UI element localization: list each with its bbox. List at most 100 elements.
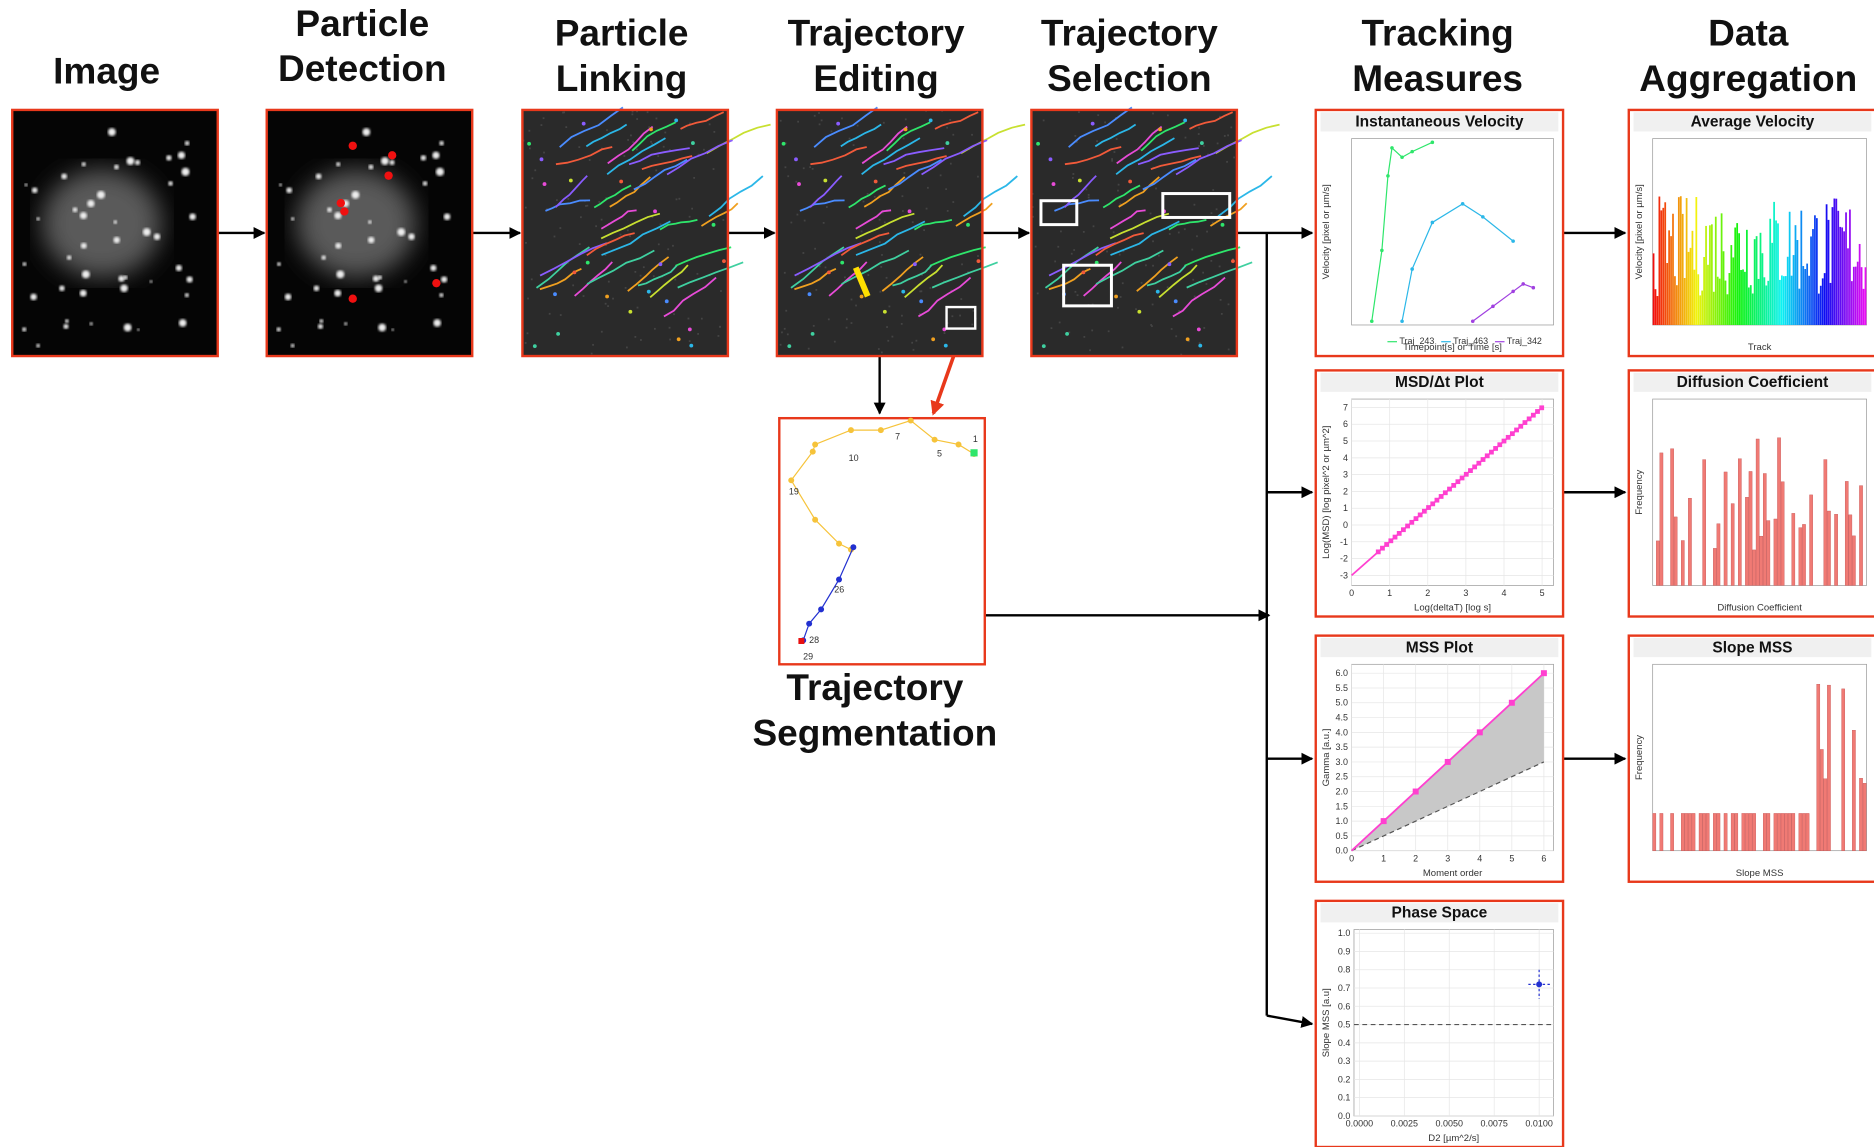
- y-tick-label: 3: [1343, 470, 1348, 480]
- histogram-bar: [1853, 267, 1855, 325]
- particle: [1231, 259, 1235, 263]
- spot: [178, 152, 185, 159]
- y-tick-label: 0.2: [1338, 1074, 1350, 1084]
- noise: [674, 279, 676, 281]
- histogram-bar: [1732, 257, 1734, 325]
- noise: [527, 332, 529, 334]
- histogram-bar: [1837, 211, 1839, 325]
- noise: [883, 122, 885, 124]
- y-tick-label: 1.0: [1338, 928, 1350, 938]
- noise: [977, 176, 979, 178]
- noise: [884, 221, 886, 223]
- y-tick-label: 0.0: [1338, 1111, 1350, 1121]
- msd-point: [1418, 513, 1423, 518]
- noise: [563, 111, 565, 113]
- noise: [946, 127, 948, 129]
- histogram-bar: [1697, 274, 1699, 325]
- legend-label: Traj_342: [1507, 336, 1542, 346]
- y-axis-label: Frequency: [1634, 469, 1645, 514]
- noise: [688, 318, 690, 320]
- histogram-bar: [1800, 211, 1802, 325]
- spot: [436, 168, 444, 176]
- msd-point: [1464, 472, 1469, 477]
- segment-label: 1: [973, 434, 978, 444]
- noise: [1051, 327, 1053, 329]
- segment-point: [806, 621, 812, 627]
- noise: [1178, 232, 1180, 234]
- histogram-bar: [1711, 224, 1713, 325]
- histogram-bar: [1664, 202, 1666, 325]
- particle: [649, 127, 653, 131]
- noise: [1059, 322, 1061, 324]
- plot-title: Average Velocity: [1691, 114, 1815, 131]
- velocity-point: [1410, 267, 1414, 271]
- noise: [826, 206, 828, 208]
- particle: [944, 344, 948, 348]
- spot: [336, 270, 344, 278]
- particle: [919, 299, 923, 303]
- noise: [636, 149, 638, 151]
- y-tick-label: 0.0: [1336, 846, 1348, 856]
- noise: [595, 225, 597, 227]
- velocity-point: [1521, 282, 1525, 286]
- histogram-bar: [1789, 212, 1791, 325]
- msd-point: [1497, 442, 1502, 447]
- particle: [605, 295, 609, 299]
- segment-point: [810, 449, 816, 455]
- histogram-bar: [1777, 813, 1780, 850]
- histogram-bar: [1763, 813, 1766, 850]
- msd-point: [1414, 516, 1419, 521]
- histogram-bar: [1783, 276, 1785, 325]
- noise: [971, 324, 973, 326]
- spot: [277, 327, 281, 331]
- histogram-bar: [1859, 244, 1861, 325]
- noise: [889, 306, 891, 308]
- particle: [556, 332, 560, 336]
- particle: [1036, 142, 1040, 146]
- particle: [1186, 337, 1190, 341]
- y-tick-label: -3: [1340, 570, 1348, 580]
- noise: [804, 220, 806, 222]
- histogram-bar: [1841, 227, 1843, 325]
- velocity-point: [1471, 319, 1475, 323]
- noise: [1035, 246, 1037, 248]
- noise: [828, 318, 830, 320]
- histogram-bar: [1852, 536, 1855, 586]
- histogram-bar: [1703, 257, 1705, 325]
- histogram-bar: [1788, 813, 1791, 850]
- noise: [1151, 325, 1153, 327]
- velocity-point: [1380, 249, 1384, 253]
- spot: [279, 183, 282, 186]
- noise: [1171, 328, 1173, 330]
- noise: [1212, 189, 1214, 191]
- noise: [802, 252, 804, 254]
- histogram-bar: [1767, 521, 1770, 586]
- plot-panel: Average VelocityTrackVelocity [pixel or …: [1629, 110, 1874, 356]
- particle: [665, 299, 669, 303]
- histogram-bar: [1754, 239, 1756, 325]
- noise: [691, 208, 693, 210]
- noise: [658, 243, 660, 245]
- spot: [176, 265, 182, 271]
- histogram-bar: [1672, 214, 1674, 325]
- noise: [689, 216, 691, 218]
- noise: [1072, 173, 1074, 175]
- particle: [913, 262, 917, 266]
- noise: [1088, 197, 1090, 199]
- noise: [1219, 266, 1221, 268]
- histogram-bar: [1688, 498, 1691, 585]
- image-panel: [12, 110, 218, 356]
- spot: [336, 162, 340, 166]
- noise: [630, 135, 632, 137]
- particle: [689, 344, 693, 348]
- noise: [915, 340, 917, 342]
- particle: [1052, 182, 1056, 186]
- particle: [931, 337, 935, 341]
- y-axis-label: Velocity [pixel or µm/s]: [1634, 184, 1645, 279]
- noise: [787, 175, 789, 177]
- spot: [189, 213, 196, 220]
- noise: [803, 167, 805, 169]
- msd-point: [1535, 409, 1540, 414]
- noise: [881, 254, 883, 256]
- histogram-bar: [1827, 685, 1830, 851]
